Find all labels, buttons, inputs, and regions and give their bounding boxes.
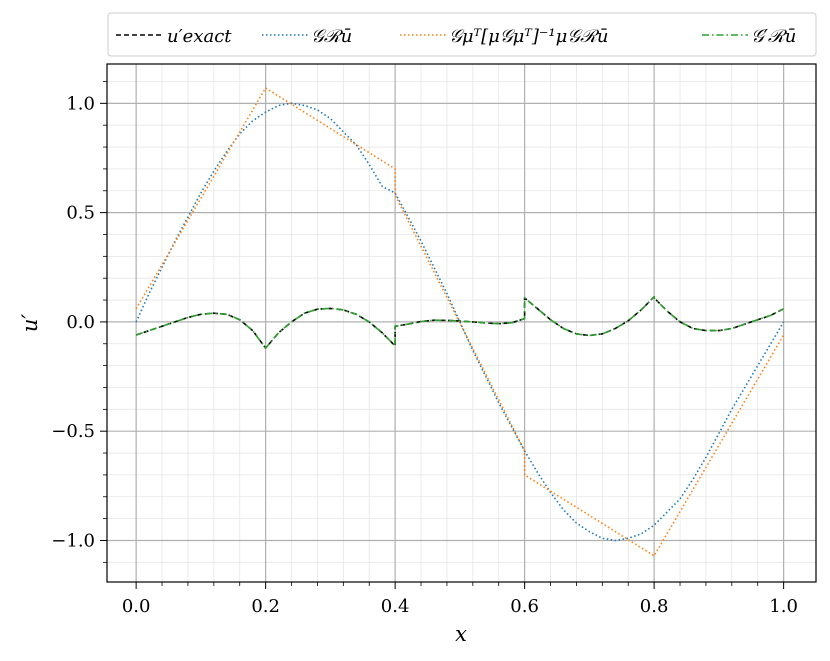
y-tick-label: 0.5 bbox=[66, 203, 95, 224]
y-tick-label: 1.0 bbox=[66, 93, 95, 114]
x-axis-label: x bbox=[455, 622, 467, 646]
legend-label-gprime: 𝒢′ℛū bbox=[751, 26, 796, 47]
series-line-Gprime bbox=[135, 295, 784, 349]
legend-label-projected: 𝒢μᵀ[μ𝒢μᵀ]⁻¹μ𝒢ℛū bbox=[449, 26, 609, 47]
y-tick-label: 0.0 bbox=[66, 312, 95, 333]
x-tick-label: 0.8 bbox=[640, 596, 669, 617]
minor-grid bbox=[107, 64, 816, 582]
legend-box bbox=[107, 12, 817, 57]
tick-labels: 0.0 0.2 0.4 0.6 0.8 1.0 −1.0 −0.5 0.0 0.5 1.0 bbox=[51, 93, 798, 617]
series-layer bbox=[135, 87, 785, 557]
major-grid bbox=[107, 64, 816, 582]
x-tick-label: 0.0 bbox=[122, 596, 151, 617]
axis-ticks bbox=[100, 81, 785, 589]
x-tick-label: 1.0 bbox=[769, 596, 798, 617]
legend: u′exact 𝒢ℛū 𝒢μᵀ[μ𝒢μᵀ]⁻¹μ𝒢ℛū 𝒢′ℛū bbox=[107, 12, 817, 57]
y-axis-label: u′ bbox=[18, 314, 42, 333]
x-tick-label: 0.2 bbox=[251, 596, 280, 617]
legend-label-gru: 𝒢ℛū bbox=[311, 26, 352, 47]
y-tick-label: −0.5 bbox=[51, 421, 95, 442]
y-tick-label: −1.0 bbox=[51, 530, 95, 551]
x-tick-label: 0.6 bbox=[510, 596, 539, 617]
series-line-projected bbox=[135, 87, 785, 557]
plot-area-frame bbox=[106, 63, 817, 583]
series-line-GRu bbox=[135, 102, 785, 542]
x-tick-label: 0.4 bbox=[381, 596, 410, 617]
legend-label-exact: u′exact bbox=[167, 26, 232, 47]
